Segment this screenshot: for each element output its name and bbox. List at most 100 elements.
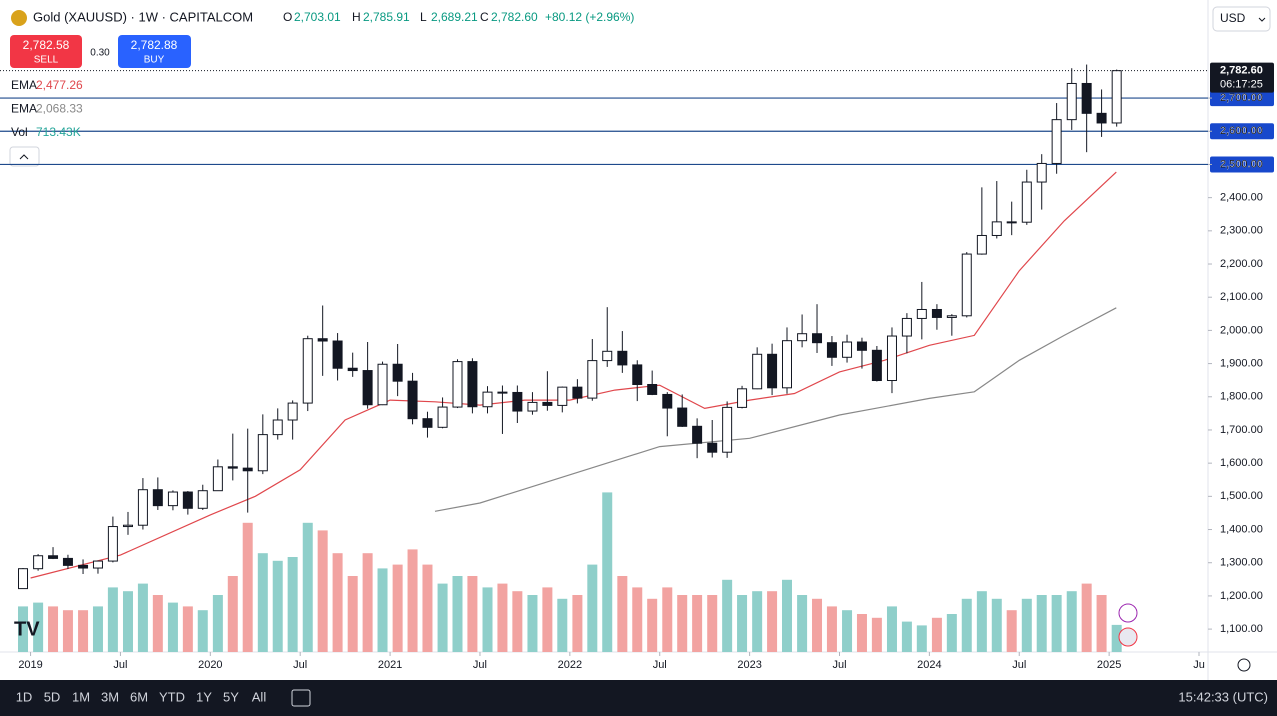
candle-body	[92, 560, 103, 569]
settings-icon[interactable]	[1237, 658, 1251, 672]
volume-bar	[722, 579, 733, 652]
volume-bar	[692, 595, 703, 652]
volume-bar	[991, 598, 1002, 652]
range-button[interactable]: 1M	[72, 689, 90, 704]
candle-body	[961, 253, 972, 317]
candle-body	[976, 234, 987, 255]
candle-body	[707, 442, 718, 453]
collapse-button[interactable]	[9, 146, 40, 167]
x-tick-label: Jul	[1012, 659, 1026, 671]
range-button[interactable]: 5D	[44, 689, 61, 704]
candle-body	[557, 386, 568, 406]
candle-body	[257, 434, 268, 472]
candle-body	[122, 524, 133, 528]
ohlc-value: 2,689.21	[431, 10, 478, 24]
flag-icon[interactable]	[1118, 627, 1138, 647]
range-button[interactable]: 1D	[16, 689, 33, 704]
ema-line	[434, 307, 1117, 512]
candle-body	[437, 406, 448, 428]
volume-bar	[227, 576, 238, 652]
x-tick-label: Jul	[653, 659, 667, 671]
date-range-icon[interactable]	[291, 689, 311, 707]
candle-body	[242, 467, 253, 472]
volume-bar	[647, 598, 658, 652]
volume-bar	[497, 583, 508, 652]
candle-body	[842, 341, 853, 358]
range-button[interactable]: 6M	[130, 689, 148, 704]
level-label: 2,600.00	[1220, 125, 1263, 137]
candle-body	[1081, 82, 1092, 114]
volume-bar	[482, 587, 493, 652]
candle-body	[871, 349, 882, 382]
volume-bar	[527, 595, 538, 652]
candle-body	[33, 555, 44, 570]
range-button[interactable]: All	[252, 689, 267, 704]
volume-bar	[302, 522, 313, 652]
currency-box	[1212, 6, 1271, 32]
candle-body	[812, 333, 823, 344]
volume-bar	[812, 598, 823, 652]
candle-body	[167, 491, 178, 507]
candle-body	[302, 338, 313, 404]
plot: 2,700.00 2,600.00 2,500.00 2,782.60 06:17:25	[0, 62, 1274, 652]
volume-bar	[826, 606, 837, 652]
last-price-badge	[1210, 62, 1274, 93]
x-tick-label: 2023	[737, 659, 761, 671]
alert-icon[interactable]	[1118, 603, 1138, 623]
volume-bar	[257, 553, 268, 652]
volume-bar	[946, 614, 957, 652]
background	[0, 0, 1277, 680]
candle-body	[272, 419, 283, 436]
buy-price: 2,782.88	[131, 38, 178, 52]
level-badge	[1210, 123, 1274, 140]
volume-bar	[48, 606, 59, 652]
candle-body	[137, 489, 148, 526]
buy-bg	[118, 35, 191, 68]
x-tick-label: Ju	[1193, 659, 1205, 671]
volume-bar	[856, 614, 867, 652]
volume-bar	[662, 587, 673, 652]
candle-body	[227, 466, 238, 469]
candle-body	[587, 360, 598, 399]
change: +80.12 (+2.96%)	[545, 10, 634, 24]
volume-bar	[512, 591, 523, 652]
y-tick-label: 1,700.00	[1220, 424, 1263, 436]
range-button[interactable]: 5Y	[223, 689, 239, 704]
volume-bar	[62, 610, 73, 652]
candle-body	[797, 333, 808, 342]
buy-button[interactable]: 2,782.88 BUY	[118, 35, 191, 68]
candle-body	[362, 370, 373, 406]
volume-bar	[1081, 583, 1092, 652]
candle-body	[662, 393, 673, 409]
chevron	[1258, 17, 1266, 22]
legend-name: EMA	[11, 78, 37, 92]
range-button[interactable]: YTD	[159, 689, 185, 704]
volume-bar	[182, 606, 193, 652]
candle-body	[392, 363, 403, 382]
range-button[interactable]: 1Y	[196, 689, 212, 704]
toolbar	[0, 680, 1277, 716]
sell-button[interactable]: 2,782.58 SELL	[10, 35, 82, 68]
x-tick-label: 2025	[1097, 659, 1121, 671]
x-tick-label: Jul	[832, 659, 846, 671]
candle-body	[152, 489, 163, 507]
ohlc-key: O	[283, 10, 292, 24]
ohlc-key: C	[480, 10, 489, 24]
candle-body	[377, 363, 388, 406]
volume-bar	[1006, 610, 1017, 652]
level-label: 2,500.00	[1220, 158, 1263, 170]
volume-bar	[122, 591, 133, 652]
clock: 15:42:33 (UTC)	[1178, 689, 1268, 704]
volume-bar	[452, 576, 463, 652]
legend-value: 2,068.33	[36, 102, 83, 116]
symbol-title: Gold (XAUUSD) · 1W · CAPITALCOM	[33, 9, 253, 24]
volume-bar	[781, 579, 792, 652]
collapse-box	[9, 146, 40, 167]
range-button[interactable]: 3M	[101, 689, 119, 704]
x-tick-label: 2024	[917, 659, 941, 671]
level-badge	[1210, 90, 1274, 107]
volume-bar	[916, 625, 927, 652]
volume-bar	[1036, 595, 1047, 652]
y-tick-label: 2,100.00	[1220, 291, 1263, 303]
currency-select[interactable]: USD	[1212, 6, 1271, 32]
